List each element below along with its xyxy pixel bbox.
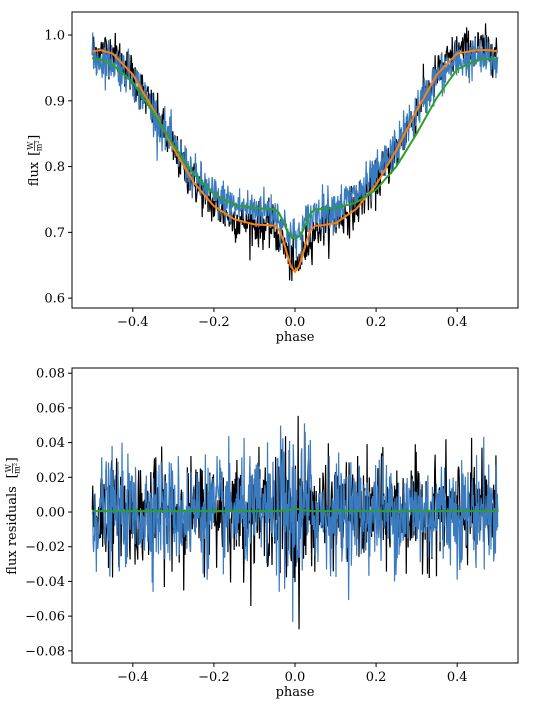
y-axis-label-bracket: ] [5,457,20,462]
x-tick: 0.4 [447,663,468,685]
y-tick-label: 0.06 [36,401,65,416]
y-tick: 0.06 [36,401,72,416]
residuals-x-ticks: −0.4 −0.2 0.0 0.2 0.4 [117,663,468,685]
y-tick: −0.02 [25,540,72,555]
residuals-y-axis-label: flux residuals [W m²] [4,457,22,574]
x-tick-label: −0.2 [198,315,230,330]
x-tick-label: −0.2 [198,670,230,685]
flux-panel: −0.4 −0.2 0.0 0.2 0.4 0.60.70.80.91.0 phase … [26,11,519,345]
y-tick: 0.8 [44,160,72,175]
x-tick: 0.2 [366,663,387,685]
x-tick: −0.4 [117,308,149,330]
y-tick: 0.7 [44,226,72,241]
x-tick: 0.0 [285,663,306,685]
y-tick-label: 0.00 [36,506,65,521]
y-axis-label-text: flux residuals [5,486,20,575]
flux-x-ticks: −0.4 −0.2 0.0 0.2 0.4 [117,308,468,330]
flux-x-axis-label: phase [276,330,315,345]
x-tick-label: 0.2 [366,670,387,685]
y-tick-label: −0.04 [25,575,65,590]
series-data-1 [91,423,499,622]
y-tick-label: 0.04 [36,436,65,451]
residuals-y-ticks: −0.08 −0.06 −0.04 −0.02 0.00 0.02 0.04 0.06 0.08 [25,367,72,659]
series-data-1 [91,32,499,263]
x-tick-label: −0.4 [117,670,149,685]
flux-plot-area [91,23,499,281]
x-tick: 0.2 [366,308,387,330]
y-tick: −0.04 [25,575,72,590]
x-tick-label: 0.4 [447,670,468,685]
y-tick-label: 0.6 [44,292,65,307]
y-tick: −0.06 [25,610,72,625]
y-tick: 0.6 [44,292,72,307]
x-tick-label: −0.4 [117,315,149,330]
series-line-3 [92,57,498,241]
y-tick-label: −0.06 [25,610,65,625]
y-axis-unit-numerator: W [4,463,13,472]
y-tick-label: 0.8 [44,160,65,175]
x-tick-label: 0.0 [285,670,306,685]
y-tick-label: 0.9 [44,94,65,109]
residuals-plot-area [91,415,499,630]
y-tick-label: 0.08 [36,367,65,382]
y-tick: 0.9 [44,94,72,109]
flux-y-ticks: 0.6 0.7 0.8 0.9 1.0 [44,29,72,307]
y-axis-label-bracket: [ [5,473,20,478]
x-tick: −0.2 [198,663,230,685]
y-axis-unit-denominator: m² [35,140,44,151]
x-tick-label: 0.4 [447,315,468,330]
x-tick: −0.2 [198,308,230,330]
flux-y-axis-label: flux [W m²] [26,135,44,186]
x-tick-label: 0.0 [285,315,306,330]
y-axis-label-bracket: ] [27,135,42,140]
x-tick-label: 0.2 [366,315,387,330]
y-tick: 0.08 [36,367,72,382]
y-axis-unit-denominator: m² [13,463,22,474]
residuals-x-axis-label: phase [276,685,315,700]
y-tick-label: 0.7 [44,226,65,241]
y-tick-label: 0.02 [36,471,65,486]
y-tick: 1.0 [44,29,72,44]
y-axis-label-bracket: [ [27,151,42,156]
y-tick-label: −0.08 [25,644,65,659]
x-tick: −0.4 [117,663,149,685]
x-tick: 0.4 [447,308,468,330]
y-axis-label-text: flux [27,161,42,186]
y-tick: 0.02 [36,471,72,486]
y-tick: 0.04 [36,436,72,451]
y-tick: −0.08 [25,644,72,659]
y-tick-label: 1.0 [44,29,65,44]
y-tick: 0.00 [36,506,72,521]
y-tick-label: −0.02 [25,540,65,555]
y-axis-unit-numerator: W [26,141,35,150]
x-tick: 0.0 [285,308,306,330]
residuals-panel: −0.4 −0.2 0.0 0.2 0.4 −0.08 −0.06 −0.04 −0.02 0.… [4,367,519,700]
series-line-2 [92,507,498,513]
